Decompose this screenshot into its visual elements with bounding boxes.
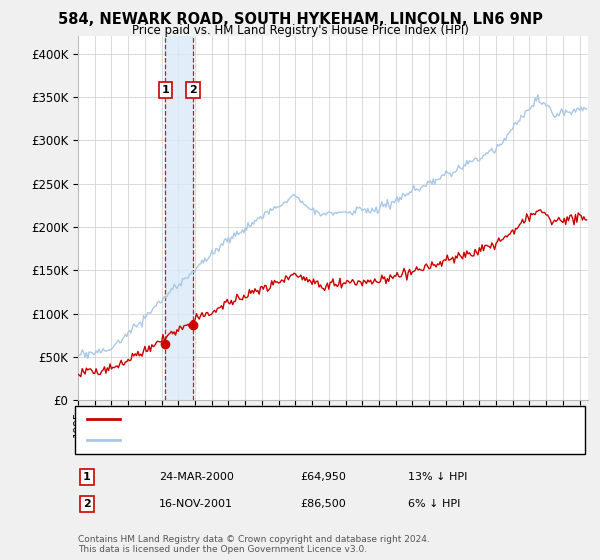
Text: 584, NEWARK ROAD, SOUTH HYKEHAM, LINCOLN, LN6 9NP (detached house): 584, NEWARK ROAD, SOUTH HYKEHAM, LINCOLN… [126, 414, 509, 424]
Text: 2: 2 [189, 85, 197, 95]
Text: HPI: Average price, detached house, North Kesteven: HPI: Average price, detached house, Nort… [126, 435, 387, 445]
Text: 24-MAR-2000: 24-MAR-2000 [159, 472, 234, 482]
Text: 1: 1 [161, 85, 169, 95]
Text: Contains HM Land Registry data © Crown copyright and database right 2024.
This d: Contains HM Land Registry data © Crown c… [78, 535, 430, 554]
Text: 16-NOV-2001: 16-NOV-2001 [159, 499, 233, 509]
Text: 584, NEWARK ROAD, SOUTH HYKEHAM, LINCOLN, LN6 9NP: 584, NEWARK ROAD, SOUTH HYKEHAM, LINCOLN… [58, 12, 542, 27]
Text: £86,500: £86,500 [300, 499, 346, 509]
Text: 6% ↓ HPI: 6% ↓ HPI [408, 499, 460, 509]
Text: 1: 1 [83, 472, 91, 482]
Text: £64,950: £64,950 [300, 472, 346, 482]
Text: Price paid vs. HM Land Registry's House Price Index (HPI): Price paid vs. HM Land Registry's House … [131, 24, 469, 37]
Bar [165, 36, 193, 400]
Text: 13% ↓ HPI: 13% ↓ HPI [408, 472, 467, 482]
Text: 2: 2 [83, 499, 91, 509]
